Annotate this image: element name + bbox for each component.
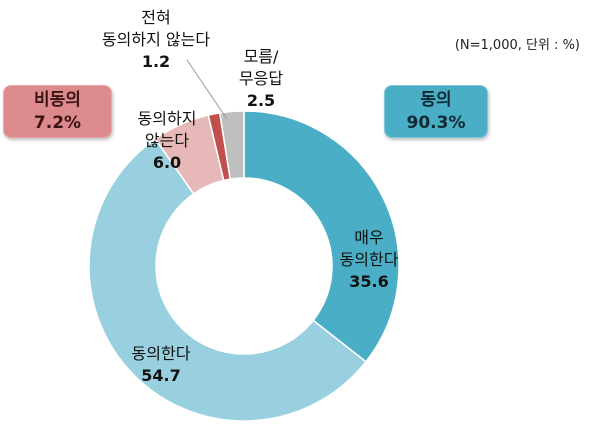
agree-badge-label: 동의: [420, 90, 452, 110]
donut-slice-2: [88, 137, 367, 422]
slice-label-2: 동의한다 54.7: [132, 344, 191, 385]
disagree-badge-value: 7.2%: [33, 113, 82, 133]
sample-note: (N=1,000, 단위 : %): [454, 38, 580, 53]
slice-label-5: 모름/무응답 2.5: [239, 47, 283, 110]
leader-line: [186, 59, 228, 120]
slice-label-4: 전혀 동의하지 않는다 1.2: [102, 8, 210, 71]
slice-value-4: 1.2: [142, 52, 170, 71]
disagree-badge-label: 비동의: [34, 90, 81, 110]
donut-slice-5: [218, 110, 245, 180]
slice-value-2: 54.7: [141, 366, 180, 385]
slice-value-3: 6.0: [153, 153, 181, 172]
donut-slices: [88, 110, 400, 422]
agree-badge-value: 90.3%: [406, 113, 466, 133]
slice-value-1: 35.6: [349, 272, 388, 291]
agree-badge: 동의 90.3%: [384, 85, 488, 138]
slice-value-5: 2.5: [247, 91, 275, 110]
donut-slice-1: [243, 110, 400, 363]
disagree-badge: 비동의 7.2%: [3, 85, 112, 138]
slice-labels: 매우 동의한다 35.6 동의한다 54.7 동의하지 않는다 6.0 전혀 동의하지 않는다 1.…: [102, 8, 399, 385]
slice-label-1: 매우 동의한다 35.6: [340, 228, 399, 291]
slice-label-3: 동의하지 않는다 6.0: [138, 109, 197, 172]
